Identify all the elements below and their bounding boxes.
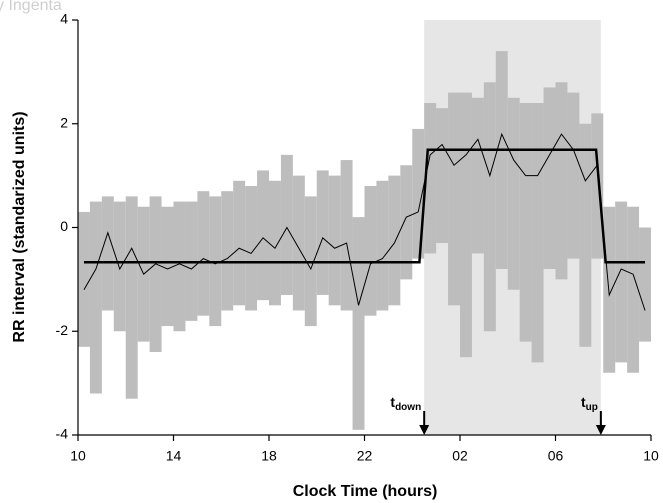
range-bar xyxy=(292,175,305,311)
x-tick-label: 22 xyxy=(357,448,373,464)
x-tick-label: 10 xyxy=(70,448,86,464)
y-tick-label: -2 xyxy=(56,322,69,338)
range-bar xyxy=(245,186,258,311)
range-bar xyxy=(101,196,114,311)
range-bar xyxy=(627,206,640,373)
range-bar xyxy=(78,211,90,347)
range-bar xyxy=(280,154,293,295)
range-bar xyxy=(436,108,449,244)
range-bar xyxy=(221,191,234,311)
annotation-subscript: down xyxy=(395,402,421,413)
range-bar xyxy=(269,180,281,306)
annotation: tdown xyxy=(390,394,421,413)
y-axis-label: RR interval (standarized units) xyxy=(11,111,28,342)
y-tick-label: 2 xyxy=(60,114,68,130)
range-bar xyxy=(340,160,353,311)
annotation-subscript: up xyxy=(586,402,598,413)
x-tick-label: 18 xyxy=(261,448,277,464)
range-bar xyxy=(639,227,651,342)
range-bar xyxy=(591,113,604,259)
range-bar xyxy=(400,165,413,280)
range-bar xyxy=(125,196,138,399)
data-line xyxy=(83,148,646,264)
range-bar xyxy=(495,51,508,269)
range-bar xyxy=(448,92,460,306)
annotation-arrowhead xyxy=(595,425,606,435)
y-tick-label: 0 xyxy=(60,218,68,234)
range-bar xyxy=(507,97,520,290)
range-bar xyxy=(543,87,556,269)
range-bar xyxy=(579,123,592,347)
range-bar xyxy=(197,191,210,316)
range-bar xyxy=(555,82,568,280)
range-bar xyxy=(161,206,174,327)
range-bar xyxy=(460,92,472,358)
range-bar xyxy=(483,82,496,332)
range-bar xyxy=(149,196,162,352)
range-bar xyxy=(113,201,126,332)
range-bar xyxy=(471,97,484,254)
range-bar xyxy=(519,103,532,342)
data-line xyxy=(83,132,646,311)
x-tick-label: 06 xyxy=(548,448,564,464)
range-bar xyxy=(531,103,544,363)
range-bar xyxy=(376,180,389,311)
y-tick-label: 4 xyxy=(60,11,68,27)
annotation-arrowhead xyxy=(419,425,430,435)
watermark: y Ingenta xyxy=(0,0,62,14)
annotation-label: t xyxy=(581,394,586,410)
annotation-label: t xyxy=(390,394,395,410)
range-bar xyxy=(173,201,186,332)
y-tick-label: -4 xyxy=(56,426,69,442)
range-bar xyxy=(233,180,246,306)
range-bar xyxy=(364,186,377,316)
x-axis-label: Clock Time (hours) xyxy=(293,483,438,500)
annotation: tup xyxy=(581,394,598,413)
range-bar xyxy=(352,217,365,430)
range-bar xyxy=(567,92,580,259)
range-bar xyxy=(412,128,425,259)
range-bar xyxy=(424,103,437,254)
range-bar xyxy=(89,201,102,394)
range-bar xyxy=(388,175,401,306)
range-bar xyxy=(257,170,269,301)
range-bar xyxy=(328,175,341,306)
x-tick-label: 10 xyxy=(643,448,659,464)
x-tick-label: 02 xyxy=(452,448,468,464)
x-tick-label: 14 xyxy=(166,448,182,464)
range-bar xyxy=(615,201,628,363)
range-bar xyxy=(316,170,329,295)
